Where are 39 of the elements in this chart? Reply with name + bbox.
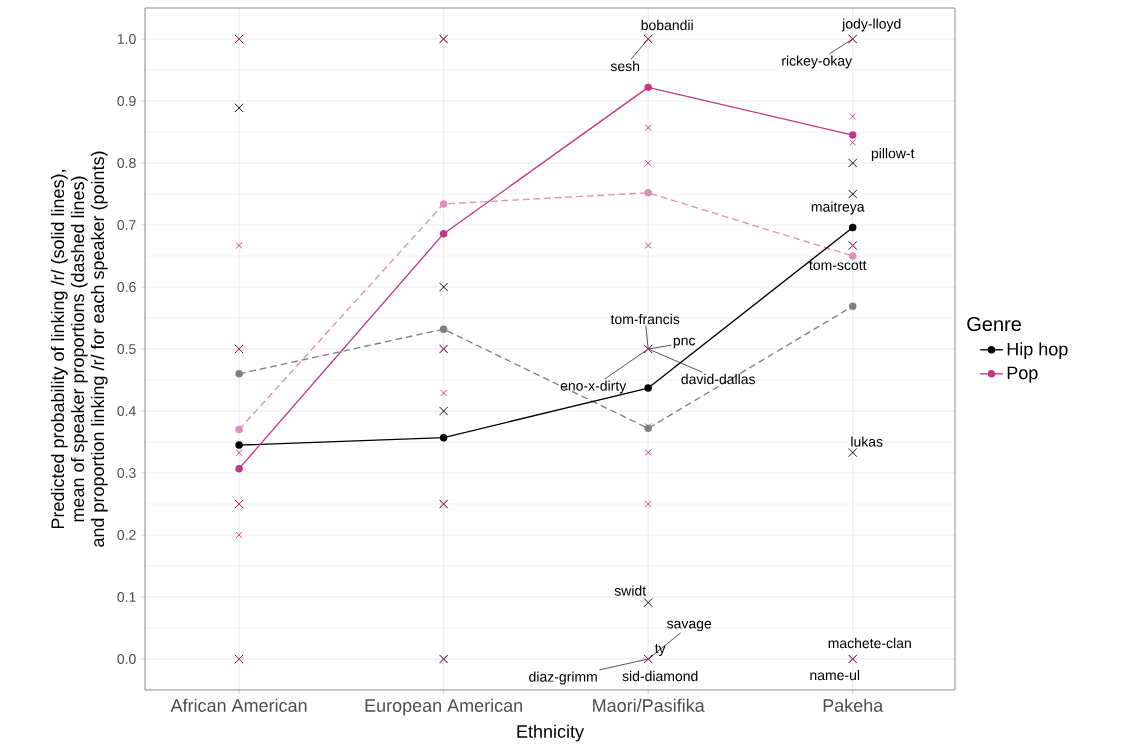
y-tick-label: 0.6 (117, 282, 136, 292)
annotation: diaz-grimm (529, 671, 597, 685)
y-tick-label: 0.0 (117, 654, 136, 664)
annotation: maitreya (811, 201, 865, 215)
x-axis-title: Ethnicity (517, 724, 584, 742)
y-tick-label: 0.4 (117, 406, 136, 416)
annotation: machete-clan (828, 637, 911, 649)
annotation: eno-x-dirty (560, 380, 627, 394)
annotation: rickey-okay (782, 55, 853, 69)
annotation: pnc (673, 337, 696, 349)
annotation: tom-scott (809, 260, 867, 271)
y-tick-label: 0.3 (117, 468, 136, 478)
y-tick-label: 0.5 (117, 344, 136, 354)
annotation: sid-diamond (622, 670, 698, 682)
annotation: sesh (610, 60, 640, 72)
y-tick-label: 0.8 (117, 158, 136, 168)
annotation: tom-francis (610, 313, 680, 325)
annotation: swidt (614, 585, 647, 596)
annotation: jody-lloyd (841, 18, 901, 32)
y-axis-title: Predicted probability of linking /r/ (solid lines), mean of speaker proportions (dashed lines) and proportion linking /r/ for each speaker (points) (50, 151, 108, 547)
annotation: bobandii (641, 19, 693, 31)
legend-label: Pop (1007, 366, 1038, 383)
annotation: lukas (851, 436, 883, 447)
y-tick-label: 0.7 (117, 220, 136, 230)
y-tick-label: 0.2 (117, 530, 136, 540)
legend-title: Genre (967, 316, 1021, 332)
x-tick-label: European American (365, 698, 522, 716)
x-tick-label: African American (170, 698, 307, 712)
annotation: name-ul (810, 669, 860, 681)
y-tick-label: 0.9 (117, 96, 136, 106)
annotation: david-dallas (681, 373, 755, 385)
legend-label: Hip hop (1007, 342, 1068, 360)
x-tick-label: Pakeha (823, 698, 884, 712)
annotation: ty (654, 644, 666, 656)
y-tick-label: 1.0 (117, 34, 136, 44)
annotation: savage (667, 620, 712, 632)
y-tick-label: 0.1 (117, 592, 136, 602)
annotation: pillow-t (871, 148, 915, 162)
x-tick-label: Maori/Pasifika (593, 698, 705, 712)
